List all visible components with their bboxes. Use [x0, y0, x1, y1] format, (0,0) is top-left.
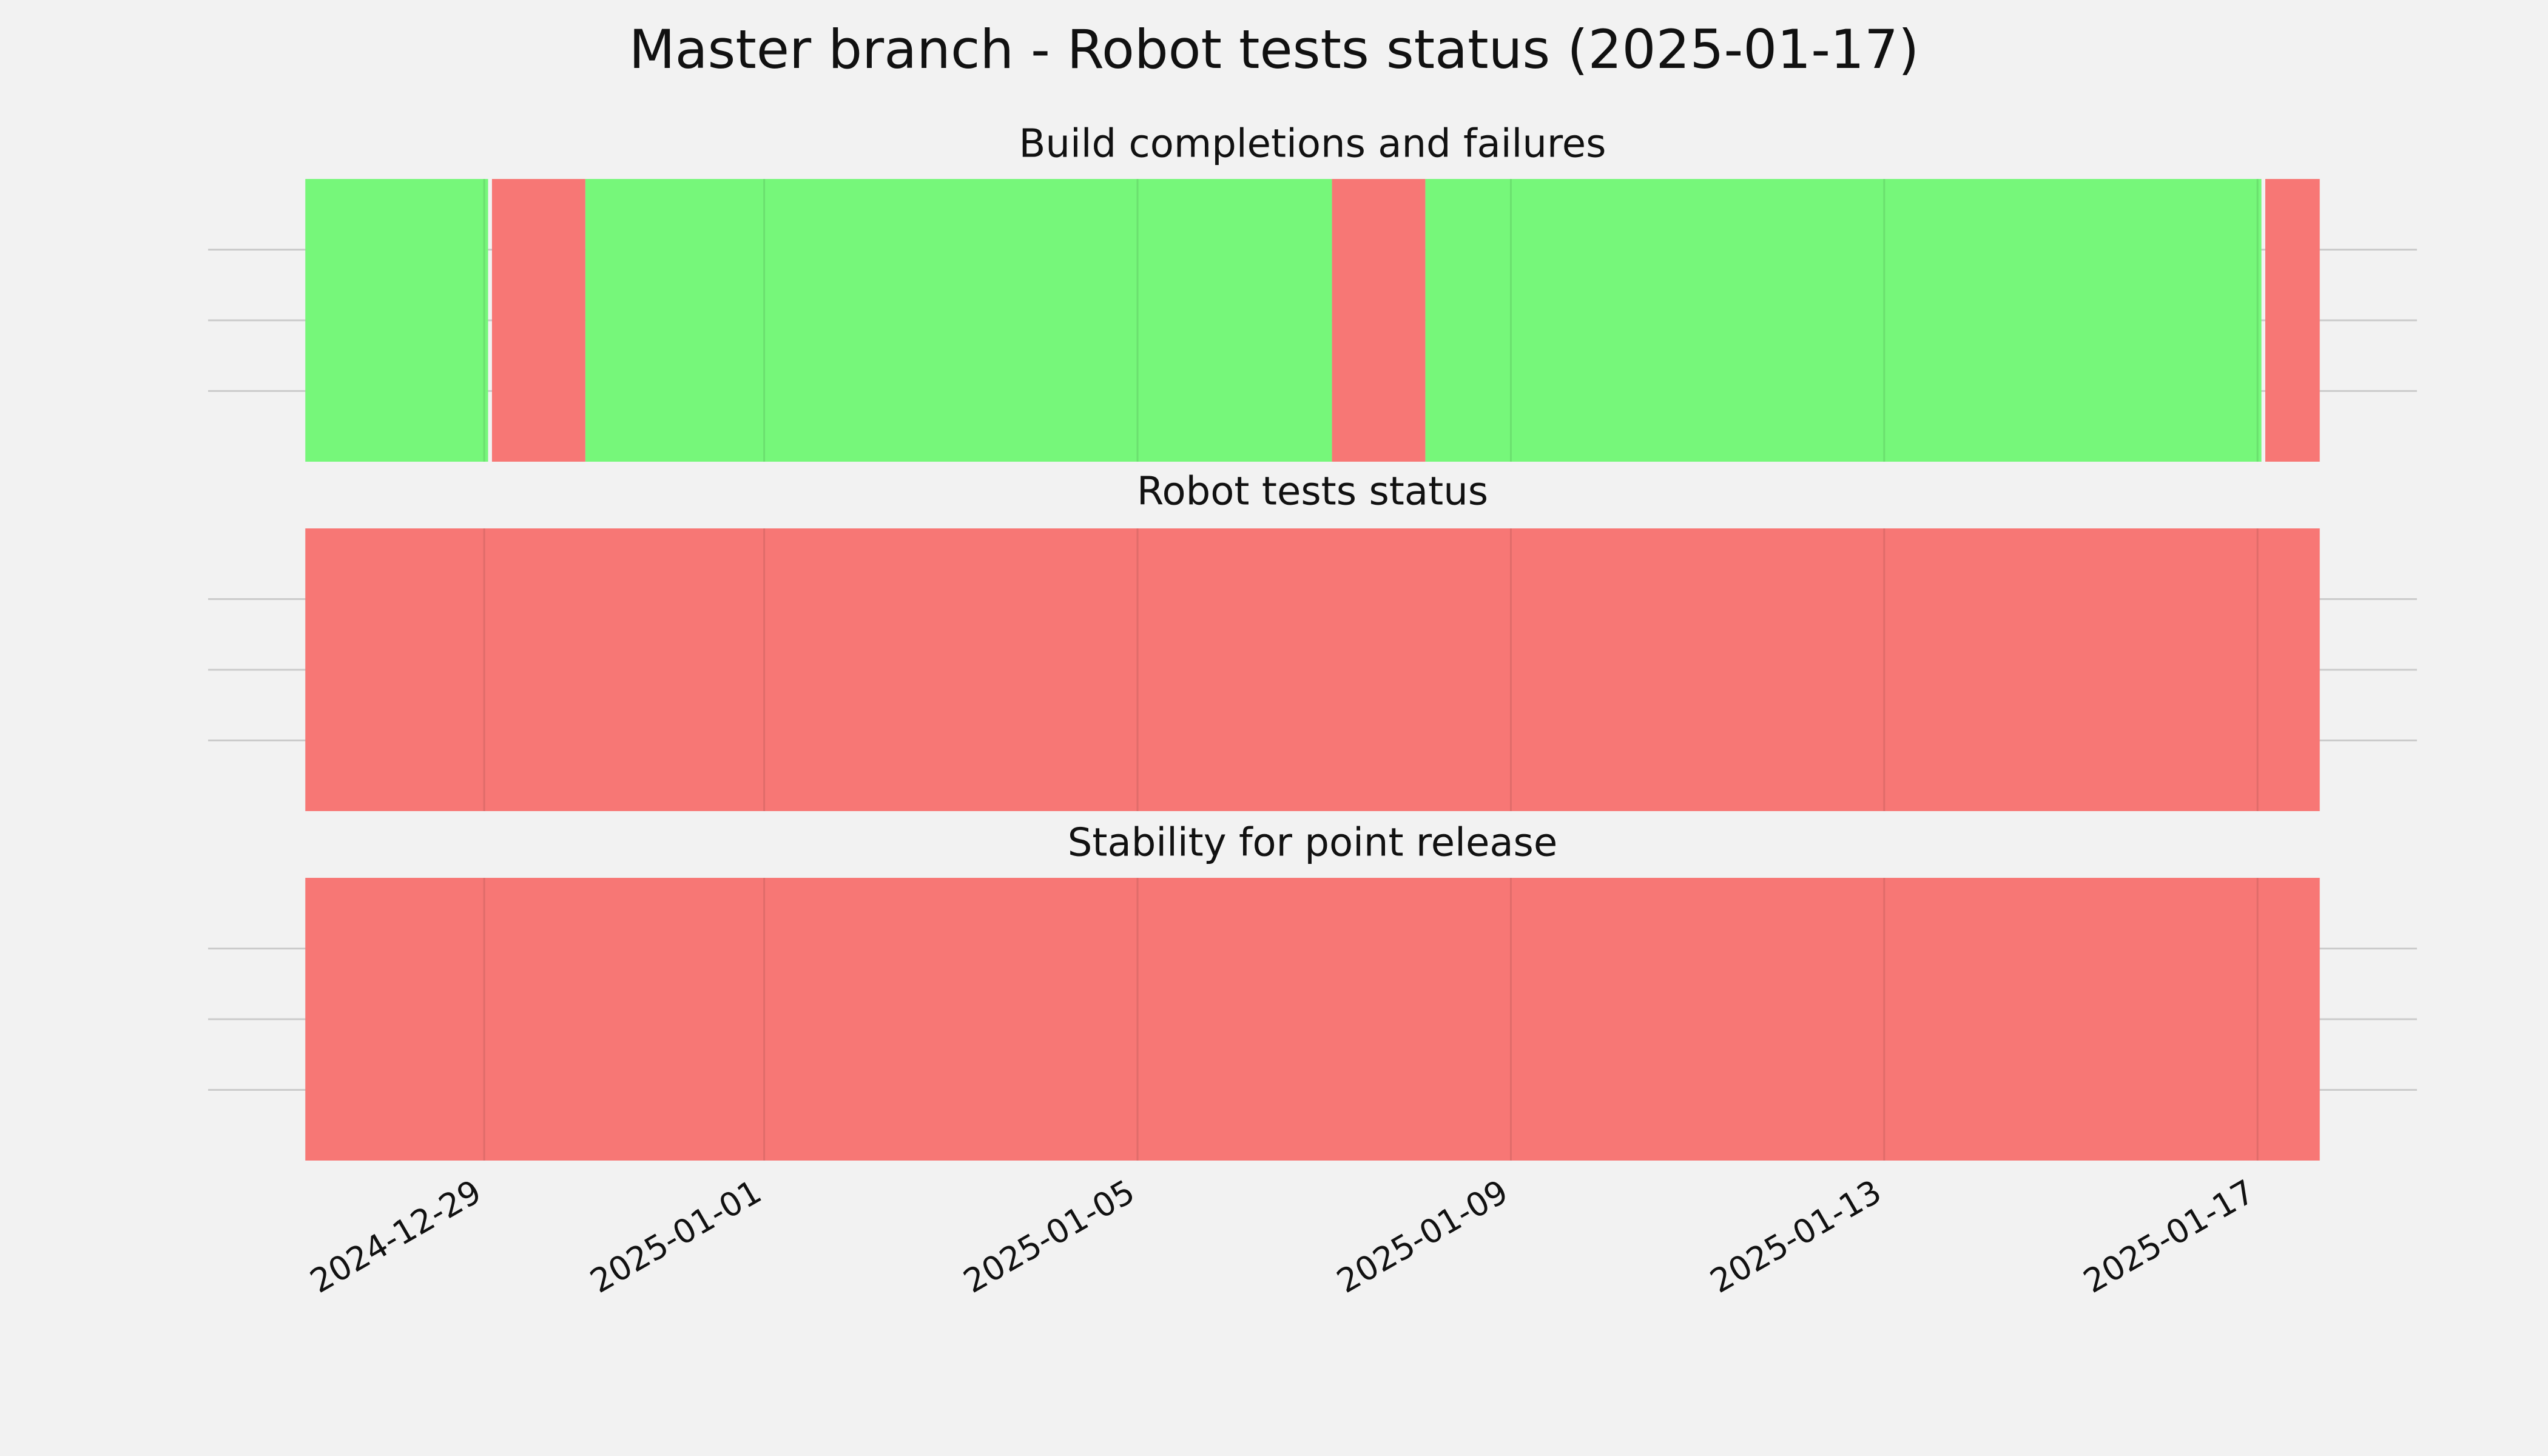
status-span: [305, 179, 488, 462]
status-span: [305, 528, 2320, 811]
status-span: [585, 179, 1332, 462]
status-span: [1332, 179, 1426, 462]
panel-title: Stability for point release: [1068, 821, 1558, 866]
status-span: [2265, 179, 2320, 462]
chart-title: Master branch - Robot tests status (2025…: [629, 18, 1919, 81]
status-span: [491, 179, 585, 462]
status-span: [305, 878, 2320, 1161]
status-span: [1425, 179, 2262, 462]
panel-title: Build completions and failures: [1019, 122, 1606, 167]
panel-title: Robot tests status: [1137, 470, 1488, 514]
